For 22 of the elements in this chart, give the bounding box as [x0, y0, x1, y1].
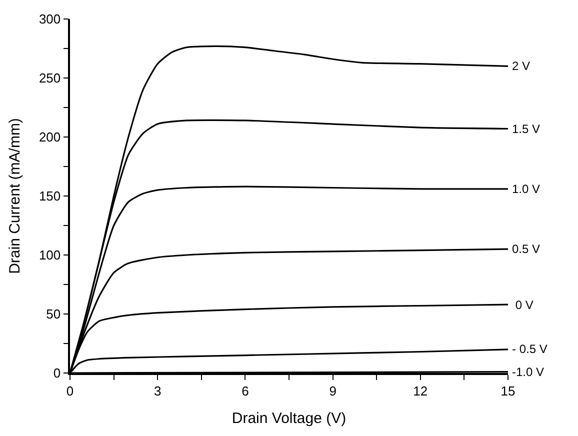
y-tick-label: 150 [38, 188, 61, 204]
series-label: - 0.5 V [512, 342, 548, 356]
x-tick-label: 6 [242, 383, 249, 398]
x-axis-title: Drain Voltage (V) [232, 410, 346, 427]
x-tick-label: 15 [500, 383, 516, 398]
y-tick-label: 250 [38, 70, 61, 86]
series-label: 1.5 V [512, 122, 540, 136]
x-tick-label: 9 [329, 383, 336, 398]
series-label: 0 V [512, 298, 534, 312]
y-tick-label: 200 [38, 130, 61, 145]
y-tick-label: 0 [53, 366, 61, 381]
series-label: -1.0 V [512, 365, 544, 379]
x-tick-label: 12 [413, 383, 428, 398]
series-label: 1.0 V [512, 182, 540, 196]
y-axis-title: Drain Current (mA/mm) [6, 118, 24, 274]
series-label: 0.5 V [512, 242, 540, 256]
x-tick-label: 0 [66, 383, 74, 398]
y-tick-label: 100 [38, 248, 61, 263]
y-tick-label: 50 [46, 306, 61, 322]
series-label: 2 V [512, 59, 530, 73]
x-tick-label: 3 [154, 383, 162, 398]
y-tick-label: 300 [38, 12, 61, 27]
